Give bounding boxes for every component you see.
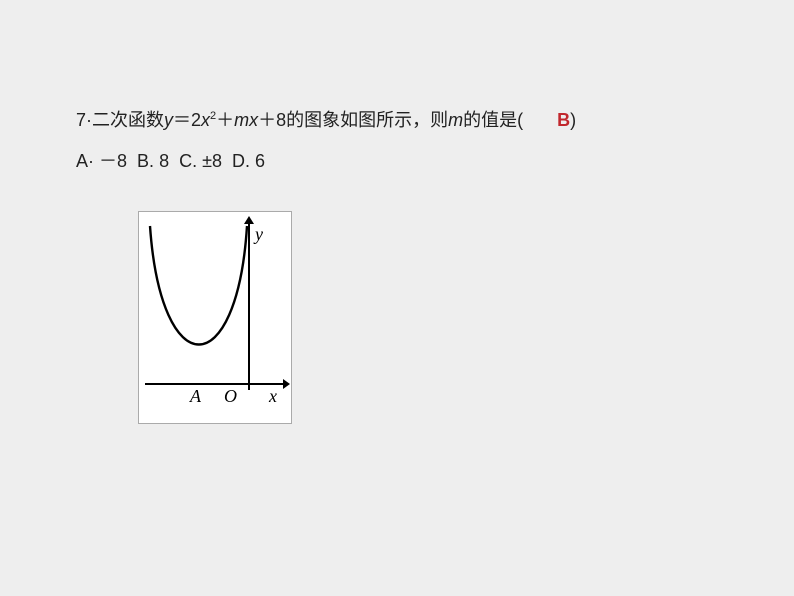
opt-c-val: ±8 bbox=[197, 151, 222, 171]
svg-text:A: A bbox=[189, 386, 202, 406]
opt-b-val: 8 bbox=[154, 151, 169, 171]
eq-m: m bbox=[234, 110, 249, 130]
question-line: 7·二次函数y＝2x2＋mx＋8的图象如图所示，则m的值是(B) bbox=[76, 108, 576, 133]
eq-x1: x bbox=[201, 110, 210, 130]
opt-a-prefix: A bbox=[76, 151, 88, 171]
svg-text:y: y bbox=[253, 224, 263, 244]
q-tail: 的值是( bbox=[463, 110, 523, 130]
eq-x2: x bbox=[249, 110, 258, 130]
opt-c-prefix: C. bbox=[179, 151, 197, 171]
opt-d-val: 6 bbox=[250, 151, 265, 171]
eq-plus1: ＋ bbox=[216, 110, 234, 130]
opt-a-val: －8 bbox=[94, 151, 127, 171]
eq-8: 8 bbox=[276, 110, 286, 130]
eq-2: 2 bbox=[191, 110, 201, 130]
slide: 7·二次函数y＝2x2＋mx＋8的图象如图所示，则m的值是(B) A· －8 B… bbox=[0, 0, 794, 596]
options-line: A· －8 B. 8 C. ±8 D. 6 bbox=[76, 149, 265, 174]
q-number: 7 bbox=[76, 110, 86, 130]
q-var-m: m bbox=[448, 110, 463, 130]
opt-b-prefix: B. bbox=[137, 151, 154, 171]
q-close: ) bbox=[570, 110, 576, 130]
graph-figure: y x A O bbox=[138, 211, 292, 424]
q-prefix: 二次函数 bbox=[92, 110, 164, 130]
graph-svg: y x A O bbox=[139, 212, 291, 423]
svg-text:x: x bbox=[268, 386, 277, 406]
answer-letter: B bbox=[557, 110, 570, 130]
svg-text:O: O bbox=[224, 386, 237, 406]
eq-y: y bbox=[164, 110, 173, 130]
q-mid: 的图象如图所示，则 bbox=[286, 110, 448, 130]
eq-eq: ＝ bbox=[173, 110, 191, 130]
opt-d-prefix: D. bbox=[232, 151, 250, 171]
eq-plus2: ＋ bbox=[258, 110, 276, 130]
